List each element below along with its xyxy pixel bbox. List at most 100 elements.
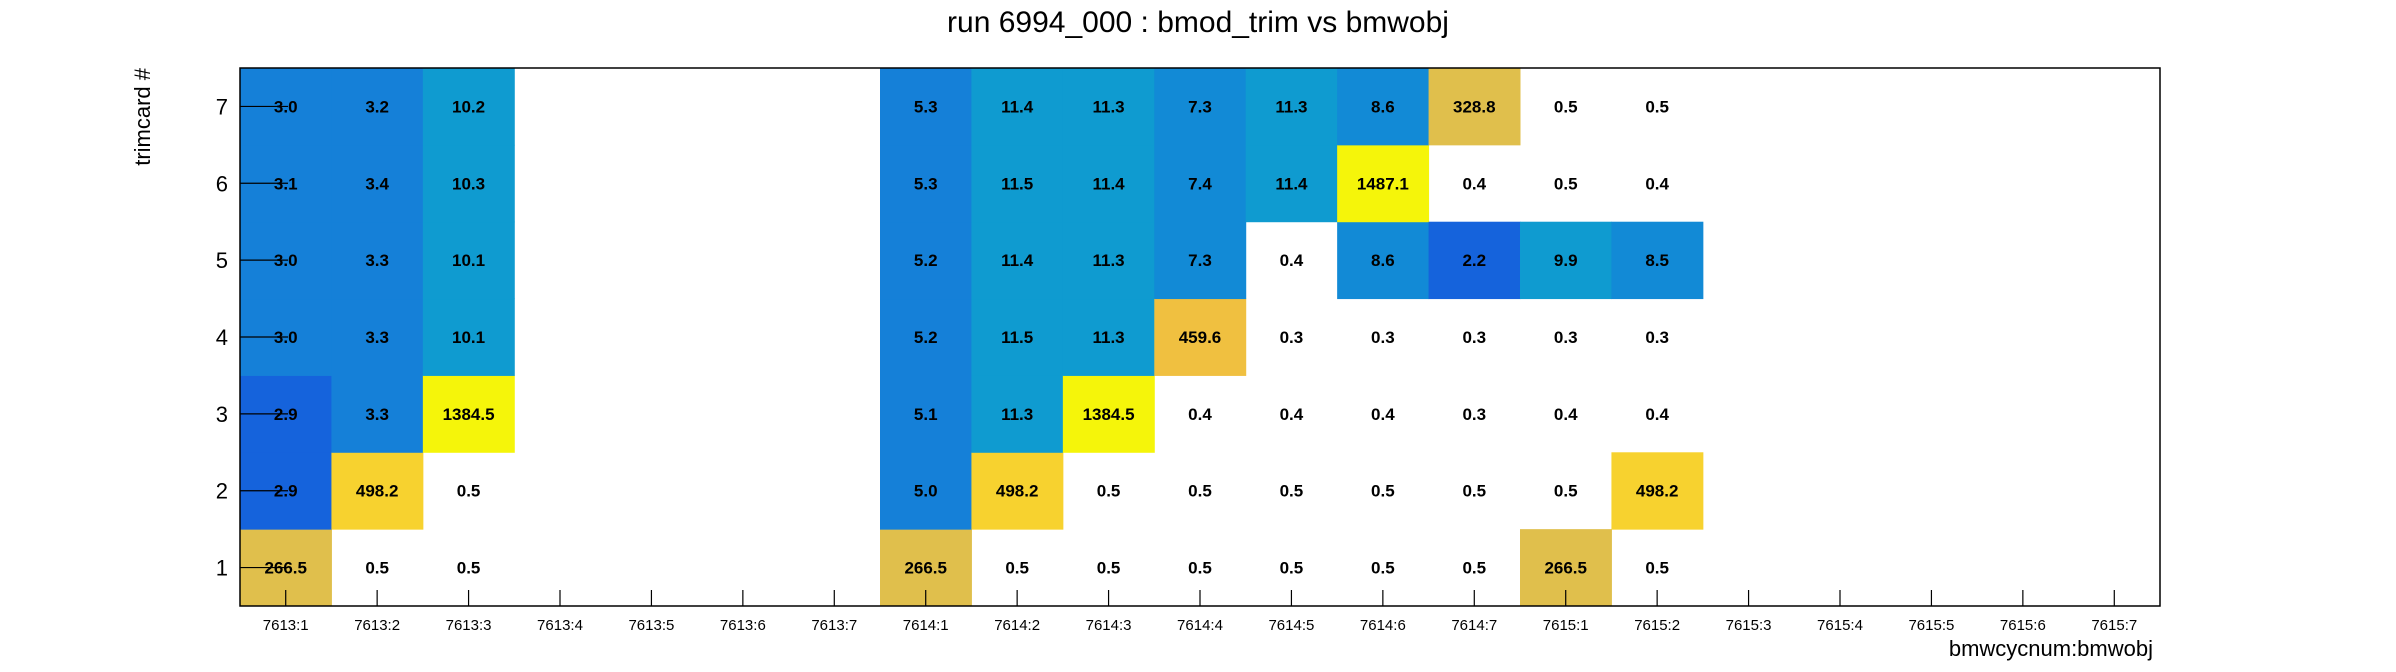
x-tick-label: 7615:7 [2091, 617, 2137, 634]
x-tick-label: 7615:5 [1908, 617, 1954, 634]
cell-value-label: 0.4 [1188, 405, 1212, 424]
cell-value-label: 0.3 [1462, 328, 1486, 347]
x-tick-label: 7613:6 [720, 617, 766, 634]
cell-value-label: 8.6 [1371, 97, 1395, 116]
cell-value-label: 0.5 [1188, 559, 1212, 578]
heatmap-cell [331, 221, 424, 300]
cell-value-label: 498.2 [996, 482, 1039, 501]
heatmap-cell [880, 298, 972, 376]
cell-value-label: 1384.5 [443, 405, 495, 424]
cell-value-label: 328.8 [1453, 97, 1496, 116]
heatmap-cell [422, 375, 515, 453]
x-tick-label: 7614:1 [903, 617, 949, 634]
heatmap-cell [331, 298, 424, 376]
cell-value-label: 3.3 [365, 251, 389, 270]
heatmap-cell [1154, 298, 1247, 376]
cell-value-label: 0.5 [1371, 559, 1395, 578]
cell-value-label: 11.5 [1001, 174, 1033, 193]
cell-value-label: 0.5 [1645, 97, 1669, 116]
heatmap-cell [331, 375, 424, 453]
cell-value-label: 0.5 [1554, 97, 1578, 116]
heatmap-cell [1245, 68, 1338, 146]
cell-value-label: 498.2 [356, 482, 399, 501]
cell-value-label: 0.5 [365, 559, 389, 578]
cell-value-label: 0.4 [1645, 174, 1669, 193]
heatmap-cell [331, 144, 424, 223]
x-tick-label: 7614:3 [1086, 617, 1132, 634]
x-tick-label: 7615:6 [2000, 617, 2046, 634]
cell-value-label: 0.5 [1280, 559, 1304, 578]
cell-value-label: 2.2 [1462, 251, 1486, 270]
cell-value-label: 0.5 [1554, 174, 1578, 193]
heatmap-cell [1520, 221, 1612, 300]
heatmap-cell [331, 68, 424, 146]
heatmap-cell [1611, 221, 1704, 300]
heatmap-cell [971, 298, 1064, 376]
heatmap-cell [1337, 68, 1430, 146]
cell-value-label: 0.4 [1554, 405, 1578, 424]
heatmap-cell [422, 221, 515, 300]
cell-value-label: 5.0 [914, 482, 938, 501]
cell-value-label: 5.2 [914, 251, 938, 270]
cell-value-label: 10.1 [452, 328, 485, 347]
x-tick-label: 7615:3 [1726, 617, 1772, 634]
cell-value-label: 11.5 [1001, 328, 1033, 347]
x-tick-label: 7615:4 [1817, 617, 1863, 634]
cell-value-label: 11.4 [1275, 174, 1308, 193]
cell-value-label: 0.3 [1645, 328, 1669, 347]
cell-value-label: 9.9 [1554, 251, 1578, 270]
cell-value-label: 11.4 [1092, 174, 1125, 193]
heatmap-cell [1062, 68, 1155, 146]
heatmap-cell [1611, 452, 1704, 530]
cell-value-label: 0.5 [457, 482, 481, 501]
x-tick-label: 7613:4 [537, 617, 583, 634]
heatmap-cell [971, 144, 1064, 223]
heatmap-cell [971, 375, 1064, 453]
cell-value-label: 266.5 [264, 559, 307, 578]
heatmap-cell [880, 375, 972, 453]
x-tick-label: 7614:4 [1177, 617, 1223, 634]
heatmap-cell [422, 68, 515, 146]
heatmap-cell [1245, 144, 1338, 223]
heatmap-cell [1428, 221, 1521, 300]
heatmap-cell [1337, 144, 1430, 223]
cell-value-label: 2.9 [274, 482, 298, 501]
cell-value-label: 0.3 [1554, 328, 1578, 347]
cell-value-label: 0.5 [1371, 482, 1395, 501]
x-tick-label: 7613:2 [354, 617, 400, 634]
cell-value-label: 2.9 [274, 405, 298, 424]
cell-value-label: 0.5 [1554, 482, 1578, 501]
heatmap-cell [422, 298, 515, 376]
cell-value-label: 0.5 [1097, 482, 1121, 501]
y-tick-label: 2 [216, 479, 228, 504]
x-tick-label: 7614:7 [1451, 617, 1497, 634]
heatmap-cell [1154, 144, 1247, 223]
cell-value-label: 8.5 [1645, 251, 1669, 270]
heatmap-cell [1337, 221, 1430, 300]
heatmap-cell [1428, 68, 1521, 146]
ticks-layer: 7613:1 7613:2 7613:3 7613:4 7613:5 7613:6 7613… [216, 94, 2137, 634]
heatmap-cell [880, 68, 972, 146]
cell-value-label: 0.4 [1280, 405, 1304, 424]
cell-value-label: 11.3 [1092, 97, 1124, 116]
heatmap-cell [1062, 298, 1155, 376]
cell-value-label: 0.4 [1371, 405, 1395, 424]
x-tick-label: 7613:7 [811, 617, 857, 634]
cell-value-label: 11.4 [1001, 97, 1034, 116]
cell-value-label: 5.1 [914, 405, 938, 424]
cell-value-label: 3.0 [274, 251, 298, 270]
cell-value-label: 11.3 [1092, 251, 1124, 270]
y-axis-title: trimcard # [130, 67, 155, 166]
cell-value-label: 0.5 [1280, 482, 1304, 501]
cell-value-label: 0.4 [1645, 405, 1669, 424]
cell-value-label: 0.3 [1462, 405, 1486, 424]
cell-value-label: 7.4 [1188, 174, 1212, 193]
cell-value-label: 5.2 [914, 328, 938, 347]
x-tick-label: 7614:5 [1268, 617, 1314, 634]
heatmap-cell [1154, 221, 1247, 300]
cell-value-label: 7.3 [1188, 251, 1212, 270]
cell-value-label: 5.3 [914, 174, 938, 193]
cell-value-label: 11.3 [1092, 328, 1124, 347]
cell-value-label: 0.5 [1645, 559, 1669, 578]
cell-value-label: 3.2 [365, 97, 389, 116]
